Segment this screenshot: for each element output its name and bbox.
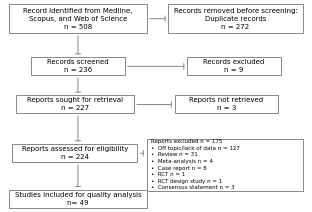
FancyBboxPatch shape — [12, 144, 137, 162]
FancyBboxPatch shape — [9, 190, 147, 208]
Text: Records removed before screening:
Duplicate records
n = 272: Records removed before screening: Duplic… — [173, 8, 298, 29]
Text: Reports assessed for eligibility
n = 224: Reports assessed for eligibility n = 224 — [22, 146, 128, 160]
FancyBboxPatch shape — [147, 139, 303, 191]
Text: Records screened
n = 236: Records screened n = 236 — [47, 59, 109, 73]
Text: Record identified from Medline,
Scopus, and Web of Science
n = 508: Record identified from Medline, Scopus, … — [23, 8, 133, 29]
Text: Reports sought for retrieval
n = 227: Reports sought for retrieval n = 227 — [27, 97, 123, 112]
Text: Reports excluded n = 175
•  Off topic/lack of data n = 127
•  Review n = 31
•  M: Reports excluded n = 175 • Off topic/lac… — [151, 139, 240, 190]
FancyBboxPatch shape — [16, 95, 134, 113]
Text: Records excluded
n = 9: Records excluded n = 9 — [203, 59, 265, 73]
Text: Studies included for quality analysis
n= 49: Studies included for quality analysis n=… — [15, 192, 141, 206]
FancyBboxPatch shape — [31, 57, 125, 75]
Text: Reports not retrieved
n = 3: Reports not retrieved n = 3 — [189, 97, 263, 112]
FancyBboxPatch shape — [187, 57, 281, 75]
FancyBboxPatch shape — [168, 4, 303, 33]
FancyBboxPatch shape — [175, 95, 278, 113]
FancyBboxPatch shape — [9, 4, 147, 33]
